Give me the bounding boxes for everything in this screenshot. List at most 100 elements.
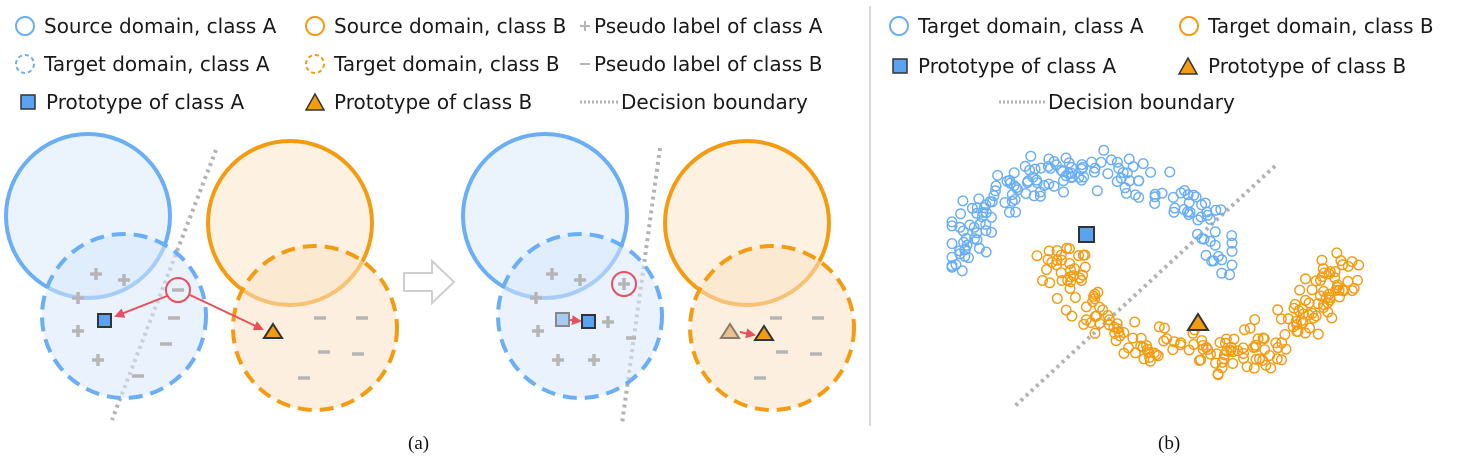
legend-label: Pseudo label of class A: [594, 14, 823, 38]
scatter-point: [1006, 195, 1018, 207]
scatter-point: [1051, 292, 1063, 304]
legend-proto-b: Prototype of class B: [304, 90, 579, 114]
scatter-point: [1200, 249, 1212, 261]
scatter-point: [1156, 187, 1168, 199]
scatter-point: [946, 238, 958, 250]
scatter-point: [1095, 156, 1107, 168]
scatter-point: [1031, 250, 1043, 262]
scatter-point: [1105, 154, 1117, 166]
scatter-point: [957, 195, 969, 207]
scatter-point: [1333, 284, 1345, 296]
scatter-point: [1220, 333, 1232, 345]
scatter-point: [1254, 353, 1266, 365]
scatter-point: [1211, 348, 1223, 360]
scatter-point: [1069, 291, 1081, 303]
scatter-point: [1226, 237, 1238, 249]
misclassified-highlight: [165, 277, 191, 303]
scatter-point: [1043, 245, 1055, 257]
scatter-point: [1153, 321, 1165, 333]
scatter-point: [954, 221, 966, 233]
scatter-point: [1331, 281, 1343, 293]
legend-label: Target domain, class A: [918, 14, 1144, 38]
target-domain-b: [688, 244, 856, 412]
scatter-point: [1265, 362, 1277, 374]
scatter-point: [1066, 310, 1078, 322]
scatter-point: [1179, 185, 1191, 197]
scatter-point: [1009, 193, 1021, 205]
target-domain-a: [40, 232, 208, 400]
square-icon: [892, 58, 908, 74]
plus-icon: [580, 21, 590, 31]
scatter-point: [1316, 254, 1328, 266]
scatter-point: [1080, 301, 1092, 313]
scatter-point: [1114, 330, 1126, 342]
source-b-circle-icon: [305, 16, 325, 36]
scatter-point: [1127, 332, 1139, 344]
scatter-point: [1225, 341, 1237, 353]
legend-b-target-b: Target domain, class B: [1178, 14, 1434, 38]
scatter-point: [1064, 271, 1076, 283]
scatter-point: [1091, 185, 1103, 197]
scatter-point: [1303, 297, 1315, 309]
scatter-point: [1133, 191, 1145, 203]
scatter-point: [1204, 213, 1216, 225]
legend-row-3: Prototype of class A Prototype of class …: [18, 90, 808, 114]
scatter-point: [999, 196, 1011, 208]
scatter-point: [1019, 160, 1031, 172]
scatter-point: [1219, 337, 1231, 349]
scatter-point: [1111, 156, 1123, 168]
scatter-point: [1077, 249, 1089, 261]
dotted-line-icon: [580, 100, 618, 104]
legend-b-boundary: Decision boundary: [998, 90, 1235, 114]
caption-a: (a): [408, 433, 430, 454]
legend-row-2: Target domain, class A Target domain, cl…: [14, 52, 823, 76]
scatter-point: [946, 220, 958, 232]
scatter-point: [1036, 274, 1048, 286]
scatter-point: [1064, 282, 1076, 294]
scatter-point: [1320, 291, 1332, 303]
scatter-point: [1206, 255, 1218, 267]
scatter-point: [1060, 304, 1072, 316]
legend-b-row-3: Decision boundary: [998, 90, 1235, 114]
scatter-point: [1270, 337, 1282, 349]
legend-label: Prototype of class B: [1208, 54, 1407, 78]
prototype-a: [1078, 226, 1095, 243]
scatter-point: [961, 239, 973, 251]
scatter-point: [1264, 349, 1276, 361]
scatter-point: [1135, 340, 1147, 352]
scatter-point: [1102, 309, 1114, 321]
scatter-point: [1034, 186, 1046, 198]
legend-b-row-2: Prototype of class A Prototype of class …: [890, 54, 1406, 78]
panel-b-scatter: [946, 144, 1365, 408]
legend-label: Target domain, class B: [334, 52, 560, 76]
legend-target-b: Target domain, class B: [304, 52, 579, 76]
scatter-point: [1027, 171, 1039, 183]
scatter-point: [957, 225, 969, 237]
stage-1: [4, 132, 399, 421]
scatter-point: [1042, 161, 1054, 173]
scatter-point: [1190, 191, 1202, 203]
scatter-point: [1275, 313, 1287, 325]
scatter-point: [1043, 178, 1055, 190]
pseudo-labels-b: [132, 288, 368, 380]
scatter-point: [985, 226, 997, 238]
scatter-point: [1127, 161, 1139, 173]
prototype-b: [262, 322, 284, 339]
scatter-point: [1312, 328, 1324, 340]
legend-label: Pseudo label of class B: [594, 52, 823, 76]
scatter-point: [1237, 342, 1249, 354]
scatter-point: [989, 185, 1001, 197]
scatter-point: [1210, 204, 1222, 216]
scatter-point: [1079, 261, 1091, 273]
legend-label: Prototype of class A: [46, 90, 245, 114]
scatter-point: [1272, 304, 1284, 316]
scatter-point: [1159, 322, 1171, 334]
triangle-icon: [304, 92, 326, 111]
prototype-b: [753, 324, 775, 341]
scatter-point: [1035, 162, 1047, 174]
scatter-point: [1164, 166, 1176, 178]
legend-row-1: Source domain, class A Source domain, cl…: [14, 14, 822, 38]
legend-source-a: Source domain, class A: [14, 14, 304, 38]
scatter-point: [1137, 158, 1149, 170]
scatter-point: [1212, 369, 1224, 381]
